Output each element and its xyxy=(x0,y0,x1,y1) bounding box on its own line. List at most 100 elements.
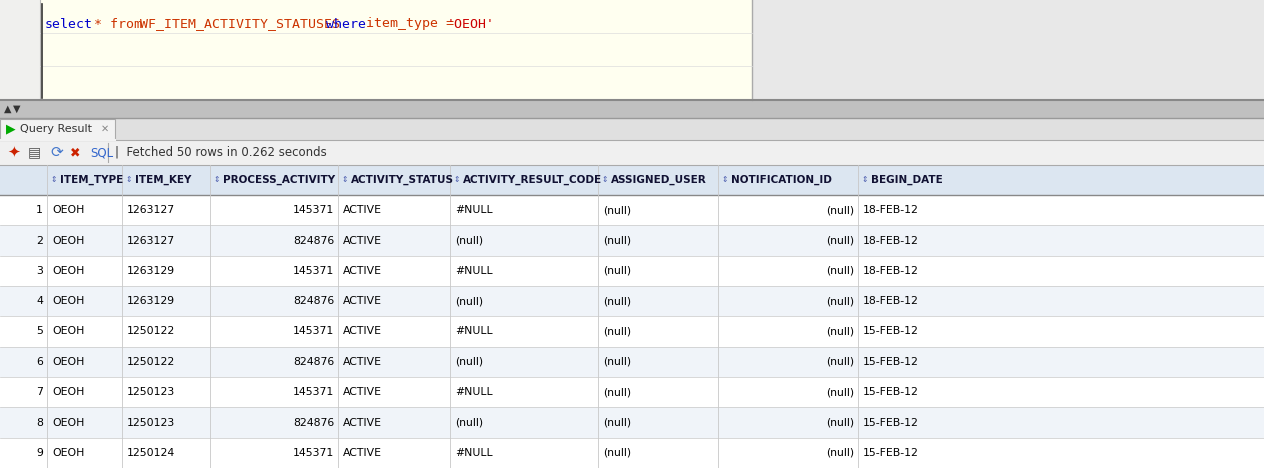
Text: 6: 6 xyxy=(37,357,43,367)
Text: (null): (null) xyxy=(603,387,631,397)
Text: ▤: ▤ xyxy=(28,146,42,160)
Bar xyxy=(0,225,1264,256)
Bar xyxy=(0,0,40,100)
Text: ⇕: ⇕ xyxy=(341,176,348,184)
Text: ⇕: ⇕ xyxy=(720,176,727,184)
Text: * from: * from xyxy=(86,17,150,30)
Text: (null): (null) xyxy=(825,417,854,427)
Text: 18-FEB-12: 18-FEB-12 xyxy=(863,235,919,246)
Bar xyxy=(0,316,1264,347)
Text: (null): (null) xyxy=(825,235,854,246)
Text: 3: 3 xyxy=(37,266,43,276)
Text: ACTIVE: ACTIVE xyxy=(343,205,382,215)
Bar xyxy=(0,195,1264,225)
Bar xyxy=(0,119,115,140)
Bar xyxy=(0,256,1264,286)
Text: 5: 5 xyxy=(37,327,43,336)
Bar xyxy=(0,118,1264,140)
Text: (null): (null) xyxy=(455,296,483,306)
Text: (null): (null) xyxy=(603,235,631,246)
Text: (null): (null) xyxy=(825,387,854,397)
Text: ▲: ▲ xyxy=(4,104,11,114)
Text: 9: 9 xyxy=(37,448,43,458)
Text: 1263129: 1263129 xyxy=(126,266,176,276)
Text: ACTIVITY_STATUS: ACTIVITY_STATUS xyxy=(351,175,454,185)
Text: 824876: 824876 xyxy=(293,357,334,367)
Bar xyxy=(0,286,1264,316)
Text: OEOH: OEOH xyxy=(52,327,85,336)
Text: 8: 8 xyxy=(37,417,43,427)
Text: (null): (null) xyxy=(603,448,631,458)
Text: 1250124: 1250124 xyxy=(126,448,176,458)
Text: (null): (null) xyxy=(455,417,483,427)
Text: 1250123: 1250123 xyxy=(126,417,176,427)
Text: 15-FEB-12: 15-FEB-12 xyxy=(863,448,919,458)
Bar xyxy=(0,407,1264,438)
Text: 145371: 145371 xyxy=(293,448,334,458)
Text: 2: 2 xyxy=(37,235,43,246)
Text: ▼: ▼ xyxy=(13,104,20,114)
Text: (null): (null) xyxy=(825,296,854,306)
Bar xyxy=(752,0,1264,100)
Bar xyxy=(0,165,1264,195)
Text: (null): (null) xyxy=(603,266,631,276)
Text: SQL: SQL xyxy=(90,146,112,159)
Text: WF_ITEM_ACTIVITY_STATUSES: WF_ITEM_ACTIVITY_STATUSES xyxy=(140,17,340,30)
Text: #NULL: #NULL xyxy=(455,327,493,336)
Text: (null): (null) xyxy=(603,357,631,367)
Text: (null): (null) xyxy=(603,205,631,215)
Text: ACTIVE: ACTIVE xyxy=(343,327,382,336)
Text: where: where xyxy=(310,17,367,30)
Text: ⇕: ⇕ xyxy=(125,176,131,184)
Text: select: select xyxy=(46,17,94,30)
Text: ⇕: ⇕ xyxy=(51,176,57,184)
Bar xyxy=(0,0,1264,100)
Text: 145371: 145371 xyxy=(293,327,334,336)
Text: 1263127: 1263127 xyxy=(126,205,176,215)
Bar xyxy=(0,377,1264,407)
Text: 'OEOH': 'OEOH' xyxy=(446,17,494,30)
Text: Query Result: Query Result xyxy=(20,124,92,134)
Text: ▶: ▶ xyxy=(6,123,15,136)
Text: item_type =: item_type = xyxy=(358,17,461,30)
Text: 4: 4 xyxy=(37,296,43,306)
Text: ACTIVE: ACTIVE xyxy=(343,266,382,276)
Text: OEOH: OEOH xyxy=(52,235,85,246)
Bar xyxy=(0,100,1264,118)
Text: 145371: 145371 xyxy=(293,387,334,397)
Text: 824876: 824876 xyxy=(293,235,334,246)
Text: NOTIFICATION_ID: NOTIFICATION_ID xyxy=(731,175,832,185)
Text: ✦: ✦ xyxy=(8,145,20,160)
Text: #NULL: #NULL xyxy=(455,387,493,397)
Text: ACTIVE: ACTIVE xyxy=(343,296,382,306)
Bar xyxy=(0,438,1264,468)
Text: BEGIN_DATE: BEGIN_DATE xyxy=(871,175,943,185)
Text: 7: 7 xyxy=(37,387,43,397)
Text: (null): (null) xyxy=(825,266,854,276)
Text: PROCESS_ACTIVITY: PROCESS_ACTIVITY xyxy=(222,175,335,185)
Text: 1: 1 xyxy=(37,205,43,215)
Text: 1263127: 1263127 xyxy=(126,235,176,246)
Text: ITEM_KEY: ITEM_KEY xyxy=(135,175,191,185)
Text: ⇕: ⇕ xyxy=(600,176,608,184)
Text: ✖: ✖ xyxy=(70,146,81,159)
Text: ACTIVE: ACTIVE xyxy=(343,387,382,397)
Text: 1250123: 1250123 xyxy=(126,387,176,397)
Text: ACTIVE: ACTIVE xyxy=(343,448,382,458)
Text: OEOH: OEOH xyxy=(52,205,85,215)
Text: (null): (null) xyxy=(455,357,483,367)
Text: 1250122: 1250122 xyxy=(126,327,176,336)
Text: 1250122: 1250122 xyxy=(126,357,176,367)
Text: ACTIVE: ACTIVE xyxy=(343,357,382,367)
Text: ⇕: ⇕ xyxy=(214,176,220,184)
Text: OEOH: OEOH xyxy=(52,266,85,276)
Bar xyxy=(0,347,1264,377)
Text: 145371: 145371 xyxy=(293,266,334,276)
Text: 15-FEB-12: 15-FEB-12 xyxy=(863,357,919,367)
Bar xyxy=(0,140,1264,165)
Text: 824876: 824876 xyxy=(293,417,334,427)
Text: OEOH: OEOH xyxy=(52,417,85,427)
Text: (null): (null) xyxy=(455,235,483,246)
Text: OEOH: OEOH xyxy=(52,357,85,367)
Text: 18-FEB-12: 18-FEB-12 xyxy=(863,266,919,276)
